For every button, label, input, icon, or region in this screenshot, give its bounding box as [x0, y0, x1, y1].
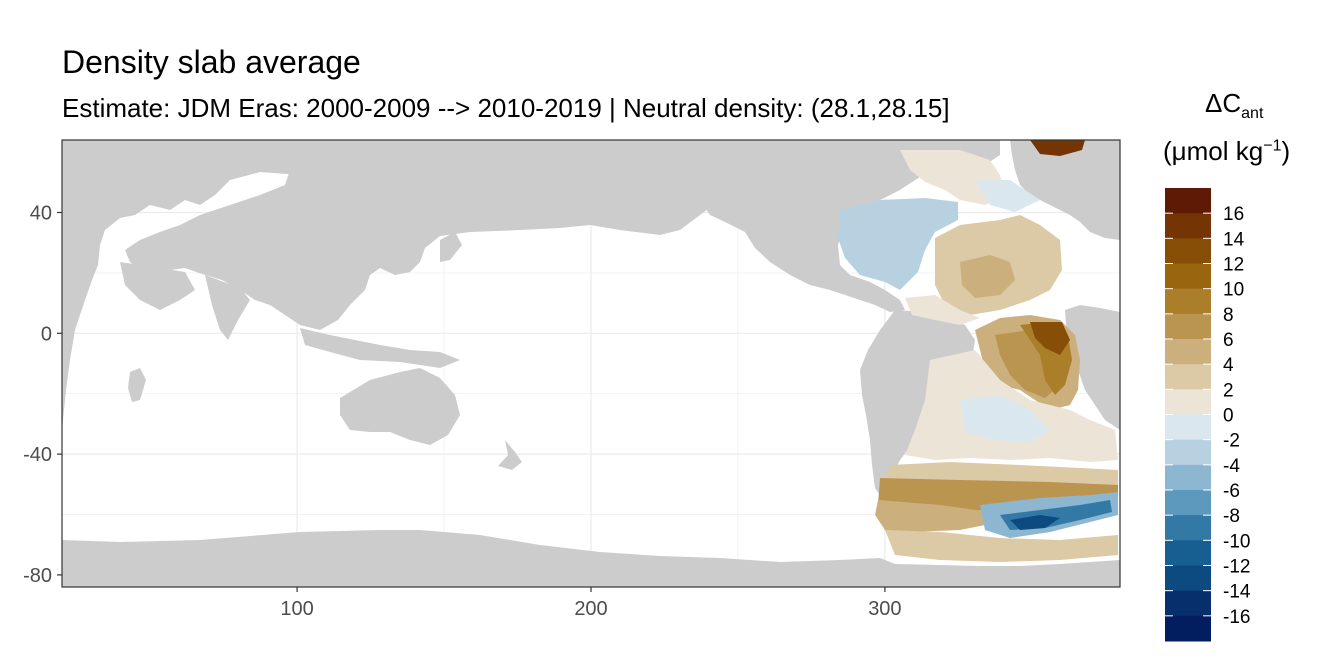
field-tropical-white: [905, 295, 980, 325]
legend-swatch: [1165, 490, 1211, 516]
legend-swatch: [1165, 565, 1211, 592]
land-europe-east: [1010, 140, 1120, 240]
legend-colorbar: [1165, 188, 1211, 642]
field-antarctic-margin: [885, 530, 1118, 562]
legend-swatch: [1165, 540, 1211, 566]
chart-title: Density slab average: [62, 44, 361, 80]
land-madagascar: [128, 368, 146, 402]
y-axis: 40 0 -40 -80: [23, 202, 62, 587]
field-south-atlantic-2: [960, 395, 1050, 442]
delta-cant-field: [838, 140, 1118, 562]
legend-swatch: [1165, 288, 1211, 315]
legend-title-main: ΔC: [1205, 88, 1242, 118]
legend-swatch: [1165, 414, 1211, 441]
field-east-subtropics-2: [960, 255, 1015, 298]
legend-swatch: [1165, 263, 1211, 290]
legend-unit-sup: −1: [1263, 137, 1282, 155]
land-new-zealand: [498, 440, 522, 470]
field-southern-low-3: [1010, 515, 1060, 530]
y-tick-label: -80: [23, 565, 52, 587]
legend-label: 8: [1223, 305, 1234, 326]
legend-swatch: [1165, 615, 1211, 642]
legend-label: -8: [1223, 506, 1240, 527]
legend-label: 12: [1223, 255, 1244, 276]
legend-label: -10: [1223, 531, 1250, 552]
legend-swatch: [1165, 238, 1211, 264]
legend-label: -14: [1223, 582, 1251, 603]
y-tick-label: 40: [30, 202, 52, 224]
legend-unit-close: ): [1281, 136, 1291, 166]
legend-label: 0: [1223, 406, 1234, 427]
legend-swatch: [1165, 389, 1211, 415]
y-tick-label: 0: [41, 323, 52, 345]
field-subpolar: [900, 150, 1005, 205]
legend-label: -16: [1223, 607, 1250, 628]
field-gulf-guinea: [1030, 322, 1070, 355]
legend-swatch: [1165, 364, 1211, 390]
legend-title-sub: ant: [1241, 105, 1264, 123]
land-antarctica: [62, 530, 1120, 587]
legend-swatch: [1165, 213, 1211, 239]
land-japan: [440, 232, 462, 262]
field-sargasso: [838, 198, 958, 290]
legend-label: -2: [1223, 431, 1240, 452]
legend-label: 16: [1223, 204, 1244, 225]
legend-label: 4: [1223, 355, 1234, 376]
land-north-america: [680, 140, 960, 312]
land-arabia: [120, 262, 195, 310]
legend-label: 10: [1223, 280, 1244, 301]
land-india: [205, 275, 250, 340]
land-australia: [340, 368, 460, 445]
legend-unit-open: (μmol kg: [1163, 136, 1264, 166]
legend-swatch: [1165, 590, 1211, 617]
legend-unit: (μmol kg−1): [1163, 136, 1290, 167]
legend-swatch: [1165, 188, 1211, 214]
x-axis: 100 200 300: [280, 587, 902, 620]
legend-label: 6: [1223, 330, 1234, 351]
legend-label: -12: [1223, 557, 1250, 578]
legend-swatch: [1165, 339, 1211, 365]
x-tick-label: 300: [868, 598, 901, 620]
legend-label: -4: [1223, 456, 1240, 477]
field-arctic-high: [1030, 140, 1085, 156]
legend-labels: 16 14 12 10 8 6 4 2 0 -2 -4 -6 -8 -10 -12 -14 -16: [1165, 204, 1251, 628]
land-africa-europe: [62, 140, 300, 430]
chart-subtitle: Estimate: JDM Eras: 2000-2009 --> 2010-2…: [62, 93, 950, 123]
y-tick-label: -40: [23, 444, 52, 466]
field-labrador: [975, 180, 1040, 212]
x-tick-label: 100: [280, 598, 313, 620]
legend-title: ΔCant: [1205, 88, 1263, 123]
legend-swatch: [1165, 439, 1211, 466]
field-southern-band-3: [875, 500, 1000, 532]
legend-swatch: [1165, 313, 1211, 340]
x-tick-label: 200: [574, 598, 607, 620]
legend-swatch: [1165, 515, 1211, 541]
land-indonesia: [300, 328, 460, 368]
legend-label: -6: [1223, 481, 1240, 502]
legend-label: 2: [1223, 380, 1234, 401]
legend-label: 14: [1223, 229, 1245, 250]
land-layer: [62, 140, 1120, 587]
land-africa-east: [1065, 305, 1120, 430]
legend-swatch: [1165, 464, 1211, 491]
land-asia: [125, 140, 760, 330]
